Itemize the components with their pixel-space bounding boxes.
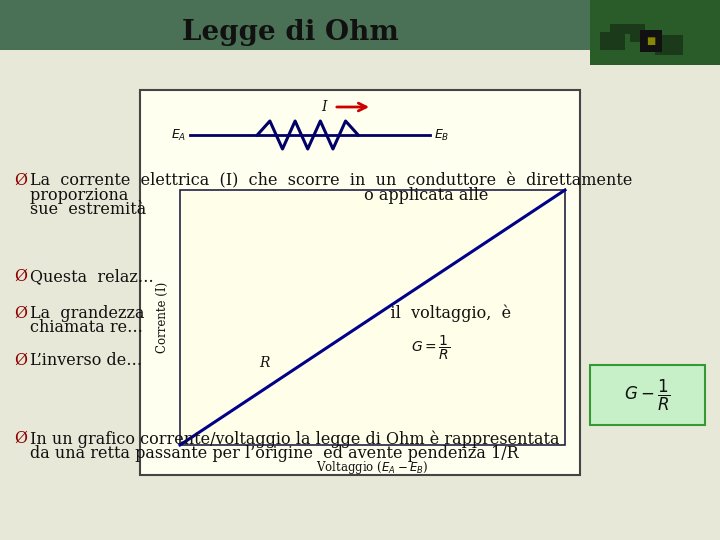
Text: ■: ■ [647, 36, 656, 46]
FancyBboxPatch shape [180, 190, 565, 445]
Text: $G = \dfrac{1}{R}$: $G = \dfrac{1}{R}$ [410, 334, 450, 362]
Text: $E_A$: $E_A$ [171, 127, 186, 143]
Text: sue  estremità: sue estremità [30, 201, 146, 218]
Text: $E_B$: $E_B$ [434, 127, 449, 143]
Text: Questa  relaz…: Questa relaz… [30, 268, 154, 285]
Text: I: I [321, 100, 327, 114]
Text: Ø: Ø [14, 430, 27, 447]
Text: proporziona                                              o applicata alle: proporziona o applicata alle [30, 186, 488, 204]
Text: chiamata re…: chiamata re… [30, 320, 143, 336]
Text: L’inverso de…: L’inverso de… [30, 352, 142, 369]
Text: Corrente (I): Corrente (I) [156, 282, 168, 353]
Text: La  grandezza                                                il  voltaggio,  è: La grandezza il voltaggio, è [30, 305, 511, 322]
FancyBboxPatch shape [630, 30, 650, 42]
Text: R: R [259, 356, 270, 370]
Text: Ø: Ø [14, 352, 27, 369]
FancyBboxPatch shape [590, 365, 705, 425]
FancyBboxPatch shape [610, 24, 645, 34]
Text: Ø: Ø [14, 305, 27, 322]
Text: Legge di Ohm: Legge di Ohm [181, 19, 398, 46]
FancyBboxPatch shape [655, 35, 683, 55]
FancyBboxPatch shape [600, 32, 625, 50]
Text: Ø: Ø [14, 268, 27, 285]
Text: La  corrente  elettrica  (I)  che  scorre  in  un  conduttore  è  direttamente: La corrente elettrica (I) che scorre in … [30, 172, 632, 189]
Text: Ø: Ø [14, 172, 27, 189]
FancyBboxPatch shape [140, 90, 580, 475]
Text: $G - \dfrac{1}{R}$: $G - \dfrac{1}{R}$ [624, 377, 671, 413]
FancyBboxPatch shape [590, 0, 720, 65]
Text: Voltaggio ($E_A - E_B$): Voltaggio ($E_A - E_B$) [316, 459, 428, 476]
FancyBboxPatch shape [640, 30, 662, 52]
FancyBboxPatch shape [0, 0, 720, 50]
Text: da una retta passante per l’origine  ed avente pendenza 1/R: da una retta passante per l’origine ed a… [30, 444, 518, 462]
Text: In un grafico corrente/voltaggio la legge di Ohm è rappresentata: In un grafico corrente/voltaggio la legg… [30, 430, 559, 448]
